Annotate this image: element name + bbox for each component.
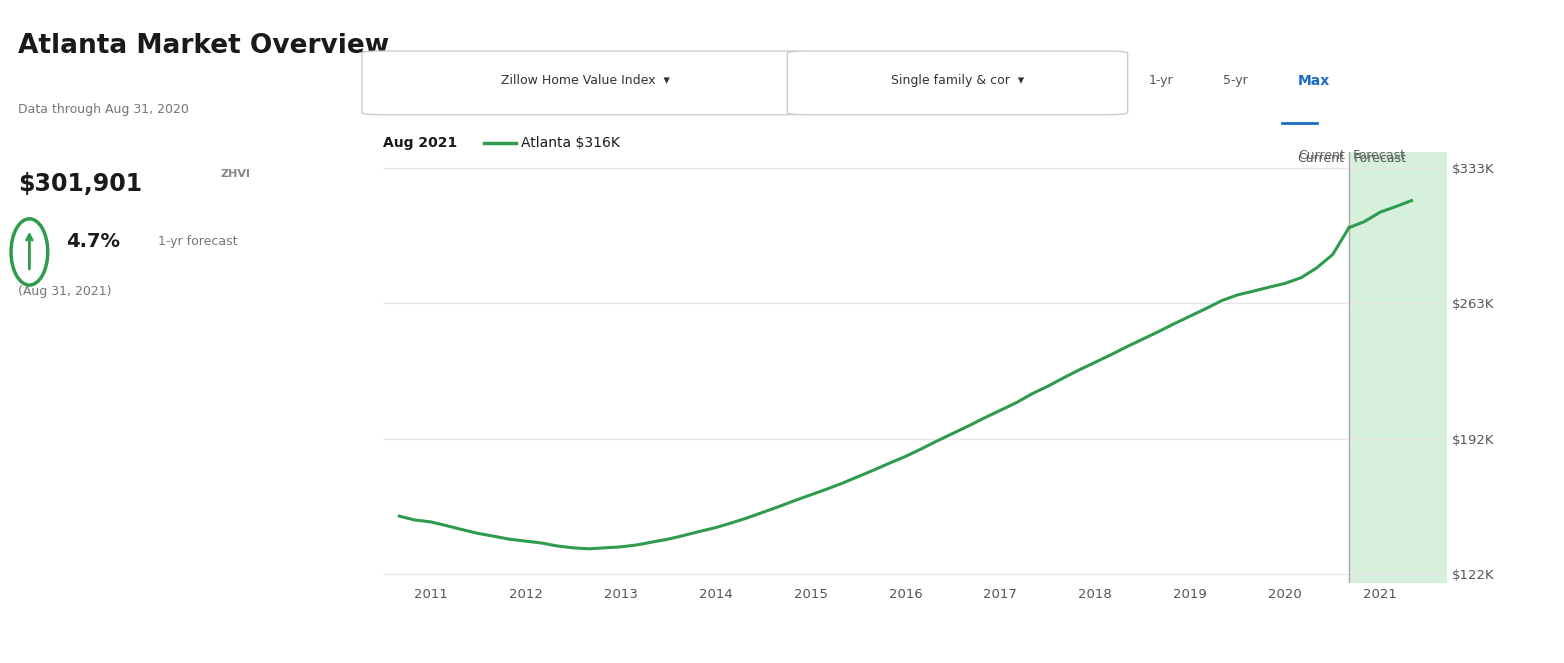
- Text: Aug 2021: Aug 2021: [383, 136, 457, 151]
- Text: Forecast: Forecast: [1353, 149, 1406, 162]
- Text: Current: Current: [1297, 152, 1343, 164]
- Text: 1-yr forecast: 1-yr forecast: [158, 235, 238, 249]
- Text: 1-yr: 1-yr: [1150, 74, 1173, 88]
- Text: 5-yr: 5-yr: [1223, 74, 1248, 88]
- Bar: [1348, 152, 1447, 583]
- Text: ZHVI: ZHVI: [221, 169, 250, 179]
- Text: $301,901: $301,901: [19, 172, 142, 196]
- Text: Current: Current: [1298, 149, 1345, 162]
- FancyBboxPatch shape: [787, 51, 1128, 115]
- Text: Single family & cor  ▾: Single family & cor ▾: [891, 74, 1024, 88]
- Text: Atlanta Market Overview: Atlanta Market Overview: [19, 33, 389, 59]
- Text: (Aug 31, 2021): (Aug 31, 2021): [19, 285, 113, 298]
- Text: Forecast: Forecast: [1353, 152, 1406, 164]
- Text: Max: Max: [1298, 74, 1329, 88]
- Text: Atlanta $316K: Atlanta $316K: [521, 136, 621, 151]
- Text: 4.7%: 4.7%: [66, 233, 120, 251]
- Text: Zillow Home Value Index  ▾: Zillow Home Value Index ▾: [500, 74, 669, 88]
- Text: Data through Aug 31, 2020: Data through Aug 31, 2020: [19, 103, 189, 116]
- FancyBboxPatch shape: [361, 51, 809, 115]
